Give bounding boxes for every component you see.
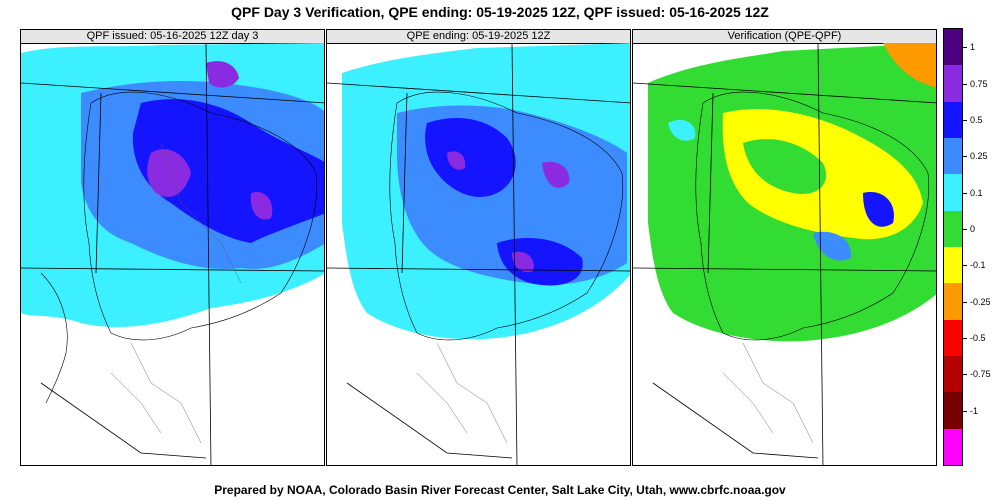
verification-state-boundaries (633, 43, 936, 465)
verification-diff-field (648, 43, 936, 342)
colorbar (943, 28, 963, 466)
qpe-state-boundaries (327, 43, 630, 465)
colorbar-tick (963, 410, 967, 412)
colorbar-tick (963, 228, 967, 230)
qpf-map (21, 43, 324, 465)
colorbar-label: 0.25 (970, 151, 988, 162)
qpe-panel-header: QPE ending: 05-19-2025 12Z (327, 30, 630, 44)
colorbar-label: 0.1 (970, 187, 983, 198)
colorbar-segment (944, 283, 962, 321)
qpe-precip-field (342, 43, 630, 340)
colorbar-tick (963, 47, 967, 49)
verification-panel: Verification (QPE-QPF) (632, 29, 937, 466)
colorbar-tick (963, 374, 967, 376)
colorbar-label: 0 (970, 223, 976, 234)
colorbar-tick (963, 301, 967, 303)
colorbar-label: -0.5 (970, 332, 986, 343)
colorbar-segment (944, 210, 962, 248)
colorbar-label: -1 (970, 405, 979, 416)
verification-panel-header: Verification (QPE-QPF) (633, 30, 936, 44)
colorbar-segment (944, 138, 962, 175)
qpe-basin-outline (389, 91, 624, 341)
colorbar-segment (944, 247, 962, 284)
colorbar-tick (963, 265, 967, 267)
qpf-panel-header: QPF issued: 05-16-2025 12Z day 3 (21, 30, 324, 44)
qpf-basin-outline (40, 91, 318, 404)
colorbar-tick (963, 337, 967, 339)
qpf-state-boundaries (21, 43, 324, 465)
colorbar-segment (944, 174, 962, 212)
colorbar-tick (963, 192, 967, 194)
colorbar-segment (944, 428, 962, 466)
colorbar-label: 1 (970, 42, 976, 53)
colorbar-tick (963, 156, 967, 158)
colorbar-segment (944, 392, 962, 430)
qpf-panel: QPF issued: 05-16-2025 12Z day 3 (20, 29, 325, 466)
map-title: QPF Day 3 Verification, QPE ending: 05-1… (231, 4, 769, 20)
colorbar-segment (944, 29, 962, 66)
colorbar-tick (963, 119, 967, 121)
colorbar-label: -0.1 (970, 260, 986, 271)
verification-basin-outline (695, 91, 930, 341)
colorbar-tick (963, 83, 967, 85)
qpf-rivers (110, 142, 242, 444)
verification-rivers (722, 342, 814, 444)
qpe-rivers (416, 342, 508, 444)
colorbar-segment (944, 101, 962, 139)
footer-credit: Prepared by NOAA, Colorado Basin River F… (214, 483, 786, 497)
colorbar-label: 0.75 (970, 78, 988, 89)
colorbar-segment (944, 319, 962, 357)
qpe-map (327, 43, 630, 465)
colorbar-label: 0.5 (970, 114, 983, 125)
colorbar-label: -0.75 (970, 369, 991, 380)
colorbar-segment (944, 356, 962, 393)
qpe-panel: QPE ending: 05-19-2025 12Z (326, 29, 631, 466)
verification-map (633, 43, 936, 465)
colorbar-label: -0.25 (970, 296, 991, 307)
colorbar-segment (944, 65, 962, 103)
